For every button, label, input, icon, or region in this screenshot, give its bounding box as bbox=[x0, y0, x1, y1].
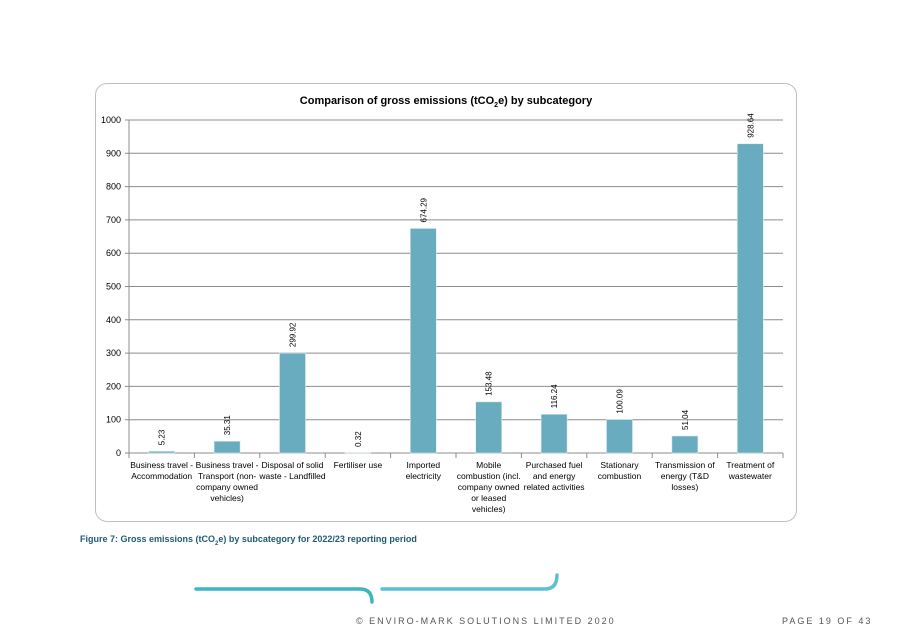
x-category-label: combustion (incl. bbox=[457, 471, 521, 481]
x-category-label: Business travel - bbox=[130, 460, 193, 470]
x-category-label: Mobile bbox=[476, 460, 501, 470]
data-label: 116.24 bbox=[550, 384, 559, 408]
bar bbox=[148, 450, 175, 454]
data-label: 674.29 bbox=[419, 197, 428, 222]
bar-chart: Comparison of gross emissions (tCO2e) by… bbox=[101, 95, 784, 514]
bar bbox=[409, 228, 437, 454]
data-label: 35.31 bbox=[223, 415, 232, 436]
footer-copyright: © ENVIRO-MARK SOLUTIONS LIMITED 2020 bbox=[356, 616, 616, 626]
x-category-label: Treatment of bbox=[726, 460, 775, 470]
data-label: 153.48 bbox=[485, 371, 494, 396]
y-tick-label: 500 bbox=[106, 282, 121, 292]
bar bbox=[606, 419, 633, 454]
x-category-label: Fertiliser use bbox=[334, 460, 383, 470]
x-category-label: Transmission of bbox=[655, 460, 715, 470]
bar bbox=[279, 352, 306, 454]
x-category-label: Purchased fuel bbox=[526, 460, 583, 470]
footer-page-number: PAGE 19 OF 43 bbox=[782, 616, 873, 626]
footer-divider-graphic bbox=[194, 573, 743, 604]
chart-title: Comparison of gross emissions (tCO2e) by… bbox=[300, 95, 593, 109]
y-tick-label: 600 bbox=[106, 248, 121, 258]
bar bbox=[540, 413, 568, 454]
x-category-label: Business travel - bbox=[196, 460, 259, 470]
bar bbox=[475, 401, 503, 454]
y-tick-label: 400 bbox=[106, 315, 121, 325]
y-tick-label: 800 bbox=[106, 182, 121, 192]
data-label: 51.04 bbox=[681, 409, 690, 430]
x-category-label: waste - Landfilled bbox=[258, 471, 325, 481]
y-tick-label: 300 bbox=[106, 348, 121, 358]
x-category-label: vehicles) bbox=[472, 504, 506, 514]
x-category-label: related activities bbox=[524, 482, 585, 492]
x-category-label: Stationary bbox=[600, 460, 639, 470]
x-category-label: Disposal of solid bbox=[262, 460, 324, 470]
x-category-label: Accommodation bbox=[131, 471, 192, 481]
chart-frame bbox=[95, 83, 797, 522]
bar bbox=[213, 440, 241, 454]
bar bbox=[671, 435, 699, 454]
x-category-label: company owned bbox=[196, 482, 258, 492]
y-tick-label: 100 bbox=[106, 415, 121, 425]
x-category-label: or leased bbox=[471, 493, 506, 503]
y-tick-label: 1000 bbox=[101, 115, 121, 125]
x-category-label: electricity bbox=[406, 471, 442, 481]
y-tick-label: 0 bbox=[116, 448, 121, 458]
data-label: 299.92 bbox=[289, 322, 298, 347]
x-category-label: energy (T&D bbox=[661, 471, 709, 481]
data-label: 0.32 bbox=[354, 431, 363, 447]
bar bbox=[736, 143, 764, 454]
x-category-label: company owned bbox=[458, 482, 520, 492]
data-label: 100.09 bbox=[616, 389, 625, 414]
x-category-label: combustion bbox=[598, 471, 642, 481]
x-category-label: Transport (non- bbox=[198, 471, 256, 481]
y-tick-label: 900 bbox=[106, 148, 121, 158]
figure-caption: Figure 7: Gross emissions (tCO2e) by sub… bbox=[80, 534, 417, 547]
data-label: 928.64 bbox=[746, 113, 755, 138]
x-category-label: wastewater bbox=[728, 471, 772, 481]
y-tick-label: 200 bbox=[106, 381, 121, 391]
data-label: 5.23 bbox=[158, 429, 167, 445]
x-category-label: losses) bbox=[671, 482, 698, 492]
y-tick-label: 700 bbox=[106, 215, 121, 225]
x-category-label: Imported bbox=[407, 460, 441, 470]
x-category-label: and energy bbox=[533, 471, 576, 481]
x-category-label: vehicles) bbox=[210, 493, 244, 503]
